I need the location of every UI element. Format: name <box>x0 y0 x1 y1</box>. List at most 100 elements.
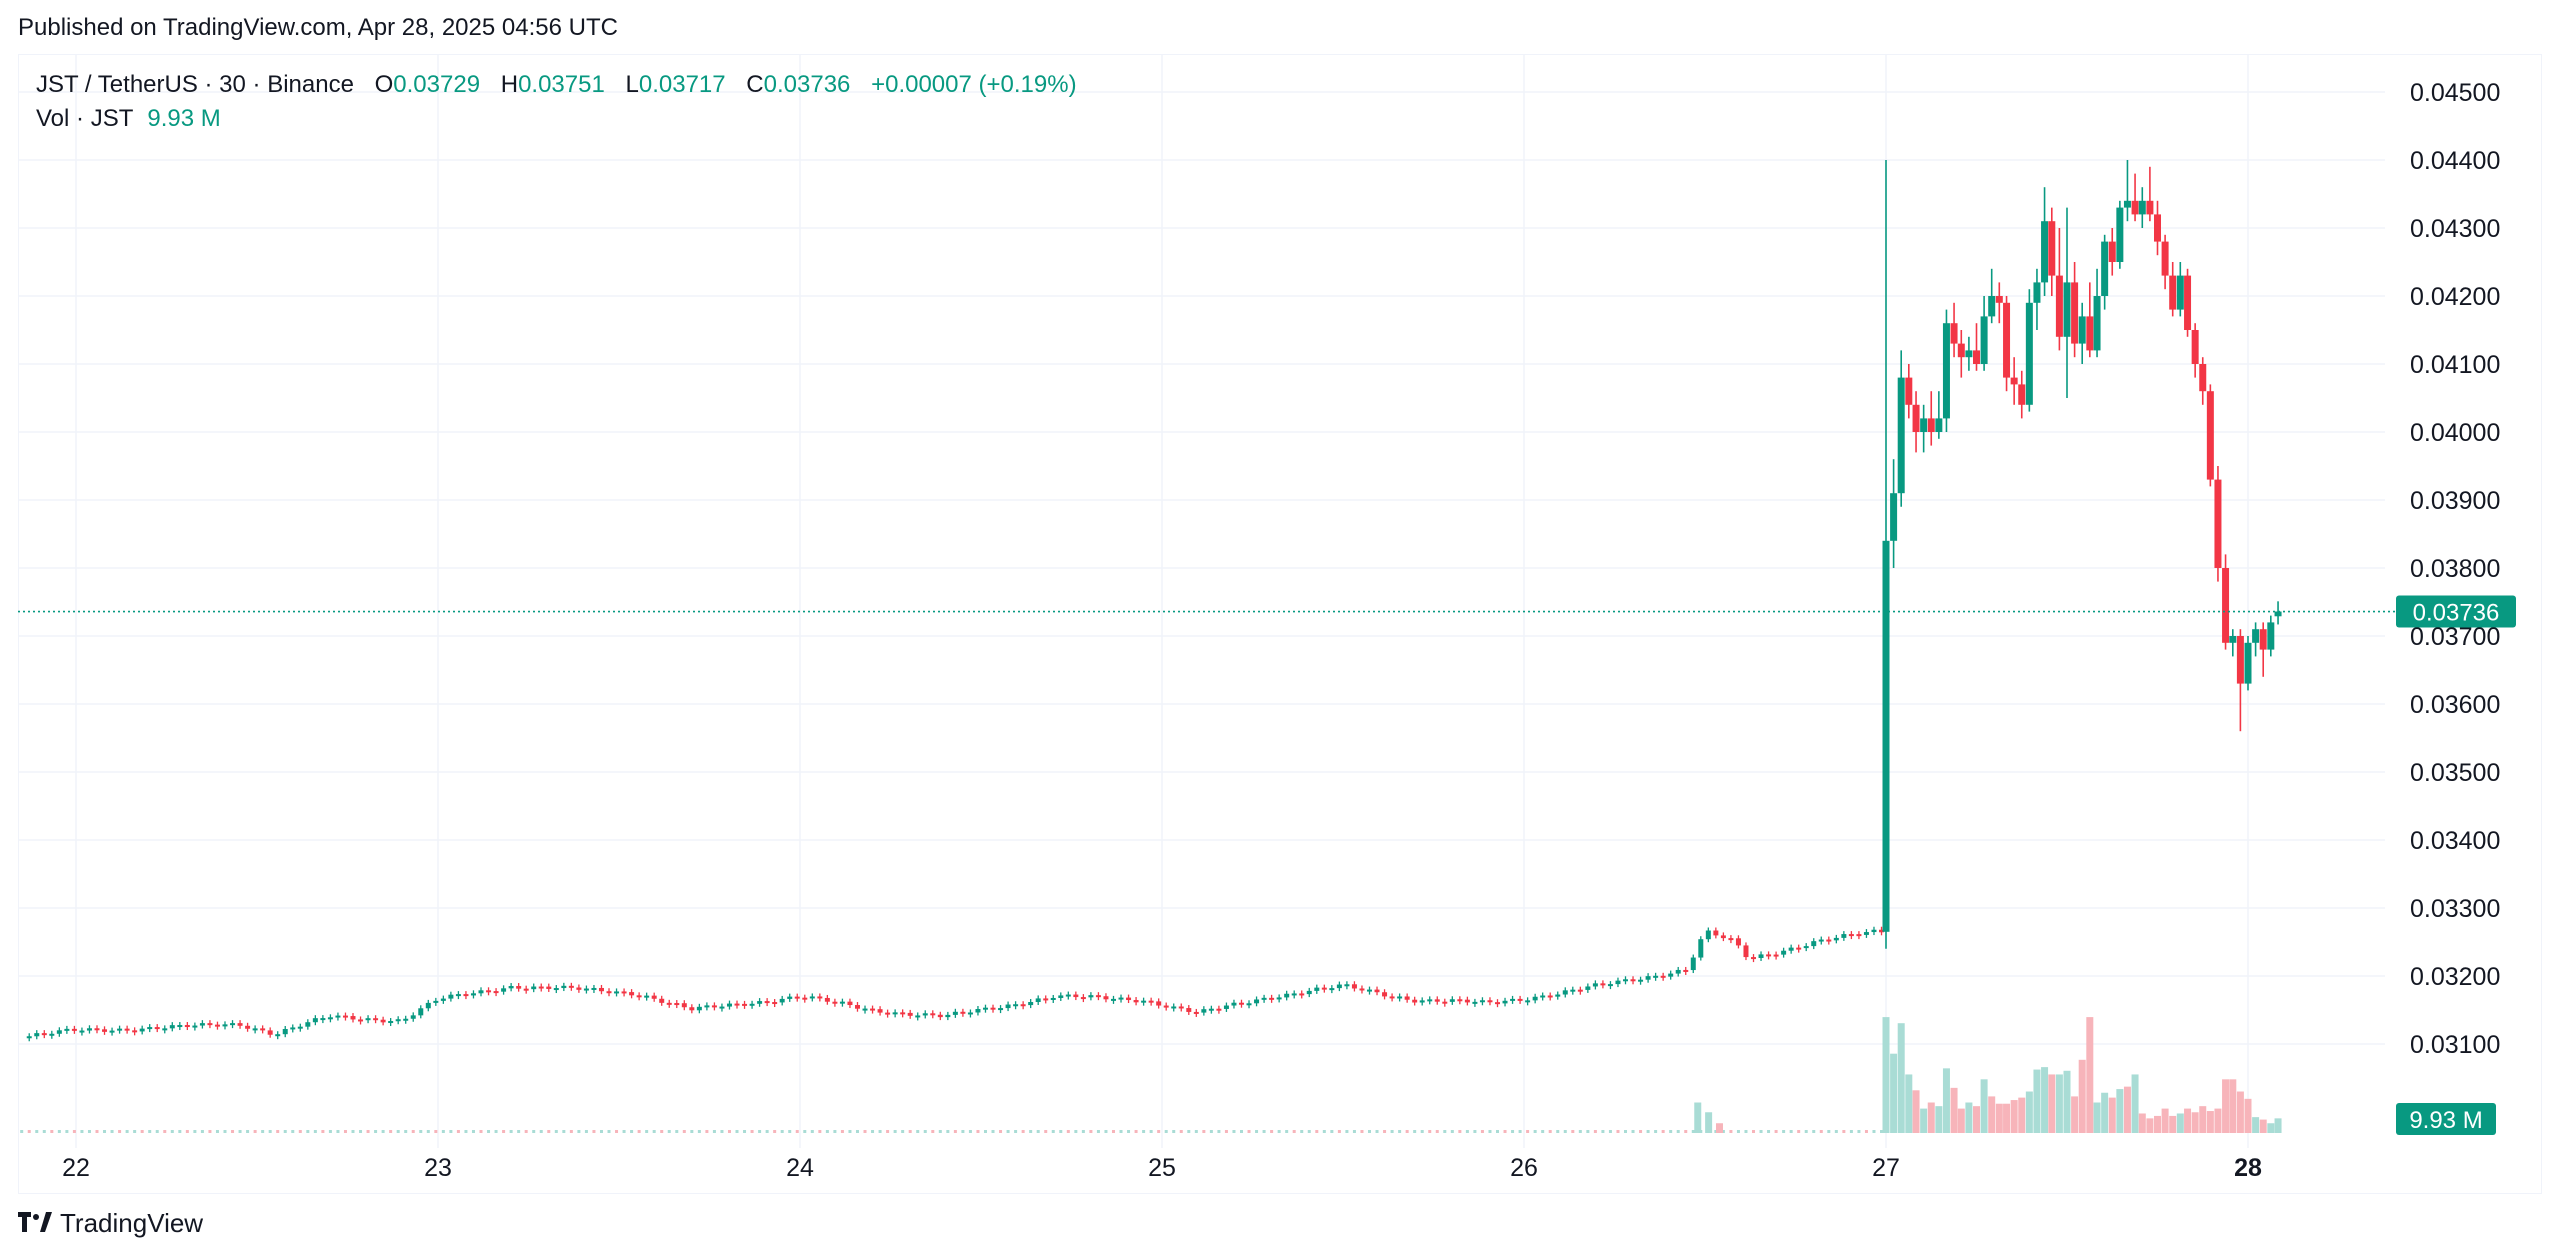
volume-bars <box>20 1017 2282 1133</box>
candle-body <box>802 997 808 1000</box>
candle-body <box>1653 975 1659 978</box>
volume-bar <box>833 1130 837 1133</box>
volume-bar <box>1669 1130 1673 1133</box>
candle-body <box>832 1001 838 1004</box>
candle-body <box>734 1003 740 1006</box>
low-value: 0.03717 <box>638 71 726 98</box>
candle-body <box>531 986 537 990</box>
candle-body <box>2267 622 2275 650</box>
candle-body <box>937 1014 943 1018</box>
volume-bar <box>1194 1130 1198 1133</box>
candle-body <box>967 1012 973 1015</box>
volume-bar <box>185 1130 189 1133</box>
x-tick-label: 27 <box>1872 1154 1900 1182</box>
volume-bar <box>1292 1130 1296 1133</box>
candle-body <box>2101 241 2109 296</box>
candle-body <box>252 1028 258 1031</box>
volume-bar <box>825 1130 829 1133</box>
volume-bar <box>727 1130 731 1133</box>
volume-bar <box>2267 1123 2275 1133</box>
volume-bar <box>2010 1100 2018 1133</box>
candle-body <box>794 996 800 999</box>
candle-body <box>1713 930 1719 936</box>
candle-body <box>1570 989 1576 992</box>
candle-body <box>1890 493 1898 541</box>
volume-bar <box>1164 1130 1168 1133</box>
candle-body <box>1306 990 1312 995</box>
candle-body <box>1935 418 1943 432</box>
candle-body <box>1897 377 1905 494</box>
candle-body <box>990 1007 996 1010</box>
volume-bar <box>80 1130 84 1133</box>
volume-bar <box>449 1130 453 1133</box>
volume-bar <box>1578 1130 1582 1133</box>
candle-body <box>1927 418 1935 432</box>
candle-body <box>1995 296 2003 303</box>
candle-body <box>1487 1000 1493 1003</box>
candle-body <box>1773 954 1779 957</box>
candle-body <box>282 1028 288 1035</box>
volume-bar <box>1942 1068 1950 1133</box>
volume-bar <box>103 1130 107 1133</box>
volume-bar <box>840 1130 844 1133</box>
volume-bar <box>1367 1130 1371 1133</box>
candle-body <box>1397 996 1403 999</box>
candle-body <box>373 1018 379 1021</box>
candle-body <box>1690 957 1696 971</box>
candle-body <box>312 1018 318 1023</box>
chart-frame[interactable] <box>18 54 2542 1194</box>
candle-body <box>1735 938 1741 946</box>
volume-bar <box>2199 1106 2207 1133</box>
candle-body <box>1856 934 1862 937</box>
volume-bar <box>2063 1070 2071 1133</box>
candle-body <box>342 1015 348 1018</box>
candle-body <box>1103 996 1109 1000</box>
candle-body <box>2206 391 2214 480</box>
volume-bar <box>916 1130 920 1133</box>
volume-bar <box>343 1130 347 1133</box>
candle-body <box>2191 330 2199 364</box>
volume-bar <box>1014 1130 1018 1133</box>
volume-bar <box>1857 1130 1861 1133</box>
candle-body <box>1841 934 1847 938</box>
candle-body <box>930 1013 936 1016</box>
y-tick-label: 0.03300 <box>2410 895 2500 923</box>
volume-bar <box>2184 1108 2192 1133</box>
volume-bar <box>712 1130 716 1133</box>
candle-body <box>410 1015 416 1019</box>
volume-bar <box>2214 1108 2222 1133</box>
volume-bar <box>2236 1091 2244 1133</box>
volume-bar <box>502 1130 506 1133</box>
candle-body <box>681 1003 687 1008</box>
volume-bar <box>1224 1130 1228 1133</box>
volume-bar <box>2025 1091 2033 1133</box>
volume-bar <box>1526 1130 1530 1133</box>
candle-body <box>1254 999 1260 1004</box>
candle-body <box>1562 990 1568 995</box>
volume-bar <box>630 1130 634 1133</box>
volume-label[interactable]: Vol · JST <box>36 105 134 132</box>
y-tick-label: 0.03800 <box>2410 555 2500 583</box>
volume-bar <box>953 1130 957 1133</box>
symbol-title[interactable]: JST / TetherUS · 30 · Binance <box>36 71 354 98</box>
volume-bar <box>1480 1130 1484 1133</box>
candle-body <box>41 1033 47 1036</box>
volume-bar <box>1262 1130 1266 1133</box>
candle-body <box>2108 241 2116 262</box>
volume-bar <box>1548 1130 1552 1133</box>
candle-body <box>425 1002 431 1009</box>
candle-body <box>666 1002 672 1005</box>
candle-body <box>2259 629 2267 650</box>
candle-body <box>49 1033 55 1036</box>
candle-body <box>1973 350 1980 364</box>
volume-bar <box>1729 1130 1733 1133</box>
candle-body <box>1366 989 1372 992</box>
volume-bar <box>1864 1130 1868 1133</box>
volume-bar <box>1096 1130 1100 1133</box>
volume-bar <box>1601 1130 1605 1133</box>
volume-bar <box>441 1130 445 1133</box>
candle-body <box>1171 1006 1177 1009</box>
volume-bar <box>72 1130 76 1133</box>
tradingview-logo[interactable]: TradingView <box>18 1208 203 1239</box>
